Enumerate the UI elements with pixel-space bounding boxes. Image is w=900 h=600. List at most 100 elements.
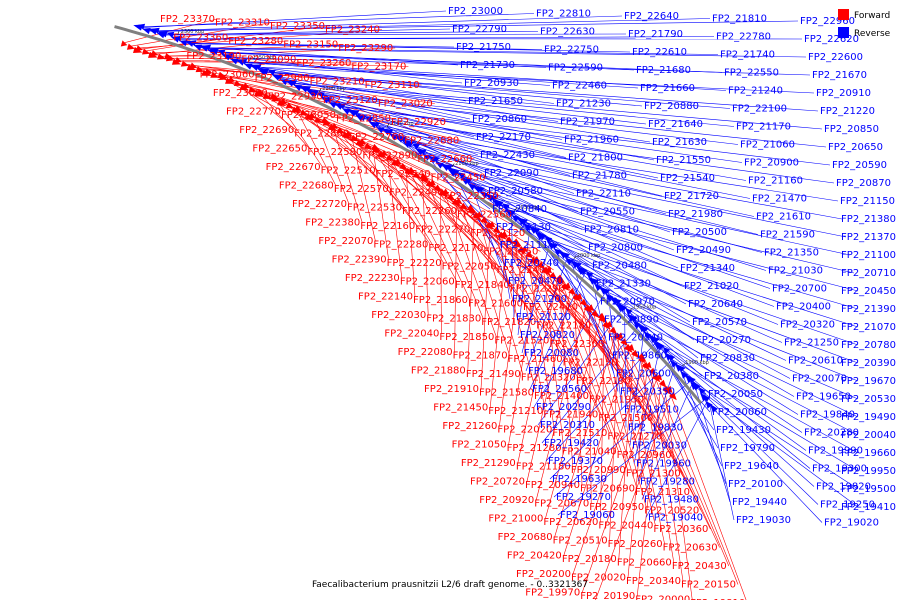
gene-label: FP2_20810 <box>584 225 639 236</box>
gene-label: FP2_19960 <box>636 459 691 470</box>
leader-line <box>650 369 684 582</box>
gene-arrow <box>157 31 168 38</box>
gene-label: FP2_21030 <box>768 266 823 277</box>
gene-label: FP2_21450 <box>433 403 488 414</box>
leader-line <box>611 328 711 530</box>
gene-arrow <box>455 197 463 205</box>
leader-line <box>322 119 405 208</box>
leader-line <box>582 272 859 382</box>
leader-line <box>411 144 583 230</box>
gene-label: FP2_21910 <box>424 384 479 395</box>
leader-line <box>715 410 823 523</box>
gene-arrow <box>254 64 262 71</box>
gene-arrow <box>504 208 514 216</box>
leader-line <box>685 376 859 490</box>
gene-label: FP2_23190 <box>186 51 241 62</box>
gene-arrow <box>564 282 571 289</box>
gene-label: FP2_21960 <box>564 135 619 146</box>
gene-label: FP2_21820 <box>481 317 536 328</box>
gene-arrow <box>587 304 595 312</box>
gene-label: FP2_19830 <box>628 423 683 434</box>
gene-label: FP2_21210 <box>488 406 543 417</box>
gene-label: FP2_20990 <box>571 465 626 476</box>
gene-label: FP2_20960 <box>617 450 672 461</box>
leader-line <box>507 207 859 310</box>
leader-line <box>457 173 679 269</box>
gene-label: FP2_20490 <box>676 245 731 256</box>
gene-label: FP2_19480 <box>644 495 699 506</box>
leader-line <box>286 81 647 125</box>
scale-tick <box>319 88 322 92</box>
gene-label: FP2_19640 <box>724 461 779 472</box>
gene-arrow <box>670 360 678 368</box>
leader-line <box>635 319 859 436</box>
leader-line <box>443 191 497 338</box>
gene-arrow <box>553 248 562 256</box>
gene-arrow <box>230 58 239 65</box>
gene-label: FP2_22540 <box>376 169 431 180</box>
gene-label: FP2_21610 <box>756 212 811 223</box>
gene-arrow <box>322 119 331 126</box>
gene-arrow <box>165 55 174 62</box>
gene-arrow <box>705 400 713 409</box>
gene-label: FP2_21370 <box>841 232 896 243</box>
leader-line <box>501 204 775 307</box>
gene-label: FP2_22280 <box>373 240 428 251</box>
gene-arrow <box>625 308 633 316</box>
leader-line <box>486 224 634 382</box>
gene-arrow <box>609 326 617 335</box>
gene-label: FP2_21020 <box>684 281 739 292</box>
leader-line <box>440 191 442 334</box>
gene-arrow <box>627 344 635 352</box>
gene-label: FP2_22170 <box>476 132 531 143</box>
gene-label: FP2_22980 <box>255 73 310 84</box>
gene-label: FP2_22640 <box>624 11 679 22</box>
gene-label: FP2_21290 <box>461 458 516 469</box>
leader-line <box>375 125 663 197</box>
leader-line <box>526 253 555 430</box>
leader-line <box>529 272 586 390</box>
leader-line <box>360 140 486 249</box>
gene-label: FP2_20000 <box>635 595 690 600</box>
leader-line <box>442 165 763 253</box>
gene-label: FP2_23260 <box>296 58 351 69</box>
gene-label: FP2_21940 <box>543 410 598 421</box>
gene-label: FP2_21050 <box>452 440 507 451</box>
gene-label: FP2_22400 <box>497 265 552 276</box>
leader-line <box>695 387 731 503</box>
gene-label: FP2_21630 <box>652 137 707 148</box>
gene-arrow <box>317 92 325 99</box>
gene-label: FP2_22120 <box>470 228 525 239</box>
gene-arrow <box>691 381 701 391</box>
leader-line <box>357 112 747 181</box>
gene-arrow <box>457 172 466 179</box>
gene-arrow <box>544 266 553 274</box>
gene-label: FP2_22090 <box>484 168 539 179</box>
gene-label: FP2_22960 <box>800 16 855 27</box>
gene-arrow <box>248 86 257 93</box>
gene-label: FP2_22490 <box>389 188 444 199</box>
gene-label: FP2_23000 <box>448 6 503 17</box>
gene-label: FP2_22170 <box>428 243 483 254</box>
leader-line <box>502 233 647 400</box>
gene-label: FP2_22020 <box>497 425 552 436</box>
gene-label: FP2_21510 <box>552 428 607 439</box>
leader-line <box>670 358 859 472</box>
gene-arrow <box>633 321 641 329</box>
gene-label: FP2_20340 <box>626 576 681 587</box>
gene-label: FP2_22040 <box>384 329 439 340</box>
leader-line <box>149 15 623 32</box>
gene-label: FP2_21300 <box>626 469 681 480</box>
gene-arrow <box>233 80 242 86</box>
gene-label: FP2_22140 <box>358 292 413 303</box>
gene-arrow <box>480 191 489 199</box>
leader-line <box>526 290 571 482</box>
gene-arrow <box>599 286 608 295</box>
gene-label: FP2_22930 <box>268 92 323 103</box>
gene-arrow <box>551 243 559 250</box>
gene-arrow <box>598 315 606 323</box>
gene-arrow <box>299 109 309 116</box>
leader-line <box>531 258 610 434</box>
gene-arrow <box>208 48 219 55</box>
gene-label: FP2_22050 <box>442 262 497 273</box>
